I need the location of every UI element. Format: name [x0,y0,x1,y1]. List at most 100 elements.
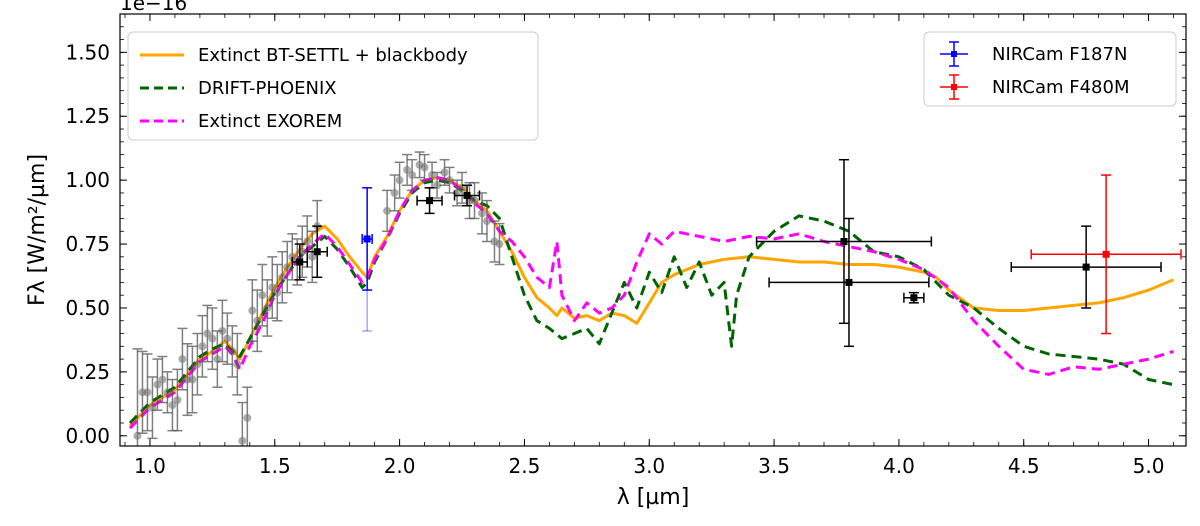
x-tick-label: 5.0 [1133,454,1165,478]
spectrum-point-marker [243,413,252,422]
spectrum-point-marker [420,163,429,172]
spectrum-point [277,250,288,304]
spectrum-point [232,332,243,396]
x-axis-label: λ [µm] [617,485,690,510]
x-tick-label: 2.5 [509,454,541,478]
x-tick-label: 4.5 [1008,454,1040,478]
spectrum-point [247,279,258,342]
legend-label-exorem: Extinct EXOREM [198,111,342,132]
axis-tick-labels: 1.0 1.5 2.0 2.5 3.0 3.5 4.0 4.5 5.0 0.00 0.25 0.50 0… [65,40,1164,478]
photometry-point-marker [1082,263,1090,271]
spectrum-point [207,307,218,371]
spectrum-point [476,192,487,235]
spectrum-point-marker [415,160,424,169]
photometry-point-marker [296,258,304,266]
spectrum-point-marker [138,388,147,397]
spectrum-point-marker [495,240,504,249]
spectrum-point [267,256,278,319]
spectrum-point [132,348,143,446]
f480m-point-marker [1102,250,1110,258]
spectrum-point-marker [477,209,486,218]
spectrum-point [382,189,393,233]
photometry-point [416,187,443,215]
photometry-point [903,291,925,304]
x-tick-label: 1.5 [259,454,291,478]
spectrum-point [432,171,443,199]
spectrum-point [419,153,430,181]
spectrum-point [272,263,283,322]
legend-label-drift-phoenix: DRIFT-PHOENIX [198,78,337,99]
spectrum-point [197,314,208,378]
spectrum-point-marker [168,401,177,410]
plot-frame [119,13,1187,447]
spectrum-point [137,350,148,434]
legend-left: Extinct BT-SETTL + blackbody DRIFT-PHOEN… [127,31,539,141]
f480m-point [1030,174,1182,335]
spectrum-point-marker [223,334,232,343]
legend-right: NIRCam F187N NIRCam F480M [923,31,1177,107]
spectrum-point [481,199,492,243]
spectrum-point [252,289,263,353]
spectrum-point [439,158,450,187]
photometry-point [755,158,933,325]
f187n-marker-group [361,187,373,291]
spectrum-point-marker [208,334,217,343]
spectrum-point [282,240,293,294]
axis-ticks [120,14,1186,446]
spectrum-point-marker [283,263,292,272]
spectrum-point-marker [440,168,449,177]
y-axis-label: Fλ [W/m²/µm] [25,154,50,306]
spectrum-point-marker [153,380,162,389]
spectrum-point [257,263,268,327]
spectrum-point [177,327,188,391]
spectrum-point [202,304,213,363]
spectrum-point-marker [248,306,257,315]
spectrum-point [212,330,223,388]
spectrum-point-marker [238,436,247,445]
legend-label-f480m: NIRCam F480M [992,77,1129,98]
spectrum-point-marker [253,316,262,325]
spectrum-point-marker [188,375,197,384]
spectrum-point-marker [198,342,207,351]
spectrum-point-marker [390,188,399,197]
spectrum-point-marker [273,288,282,297]
spectrum-point-marker [178,355,187,364]
legend-right-box [923,31,1177,107]
spectrum-point-marker [303,237,312,246]
spectrum-point [242,386,253,446]
spectrum-point [389,174,400,212]
spectrum-point [469,181,480,220]
series-line-1 [128,178,1174,425]
spectrum-point [494,222,505,266]
spectrum-point [172,368,183,432]
photometry-point-marker [910,294,918,302]
y-tick-label: 1.00 [65,168,110,192]
photometry-point [1010,225,1162,309]
spectrum-point-marker [158,375,167,384]
x-tick-label: 4.0 [883,454,915,478]
y-tick-label: 0.75 [65,232,110,256]
spectrum-point-marker [383,206,392,215]
spectrum-point [407,158,418,192]
spectrum-point [152,358,163,411]
spectrum-point-marker [268,283,277,292]
spectrum-point-marker [288,252,297,261]
spectrum-point [142,353,153,432]
photometry-point [306,225,328,279]
photometry-point [453,184,481,207]
spectrum-point [162,371,173,414]
photometry-point-marker [845,278,853,286]
spectrum-point-marker [263,303,272,312]
spectrum-point-marker [490,237,499,246]
spectrum-point-marker [433,181,442,190]
spectrum-point-marker [143,388,152,397]
legend-marker-f187n [940,41,968,67]
f187n-point [362,290,373,332]
spectrum-point [489,220,500,263]
y-tick-label: 1.50 [65,40,110,64]
spectrum-point-marker [173,395,182,404]
y-tick-label: 0.00 [65,424,110,448]
spectrum-point [217,299,228,363]
photometry-point [768,217,930,348]
spectrum-point-marker [233,360,242,369]
